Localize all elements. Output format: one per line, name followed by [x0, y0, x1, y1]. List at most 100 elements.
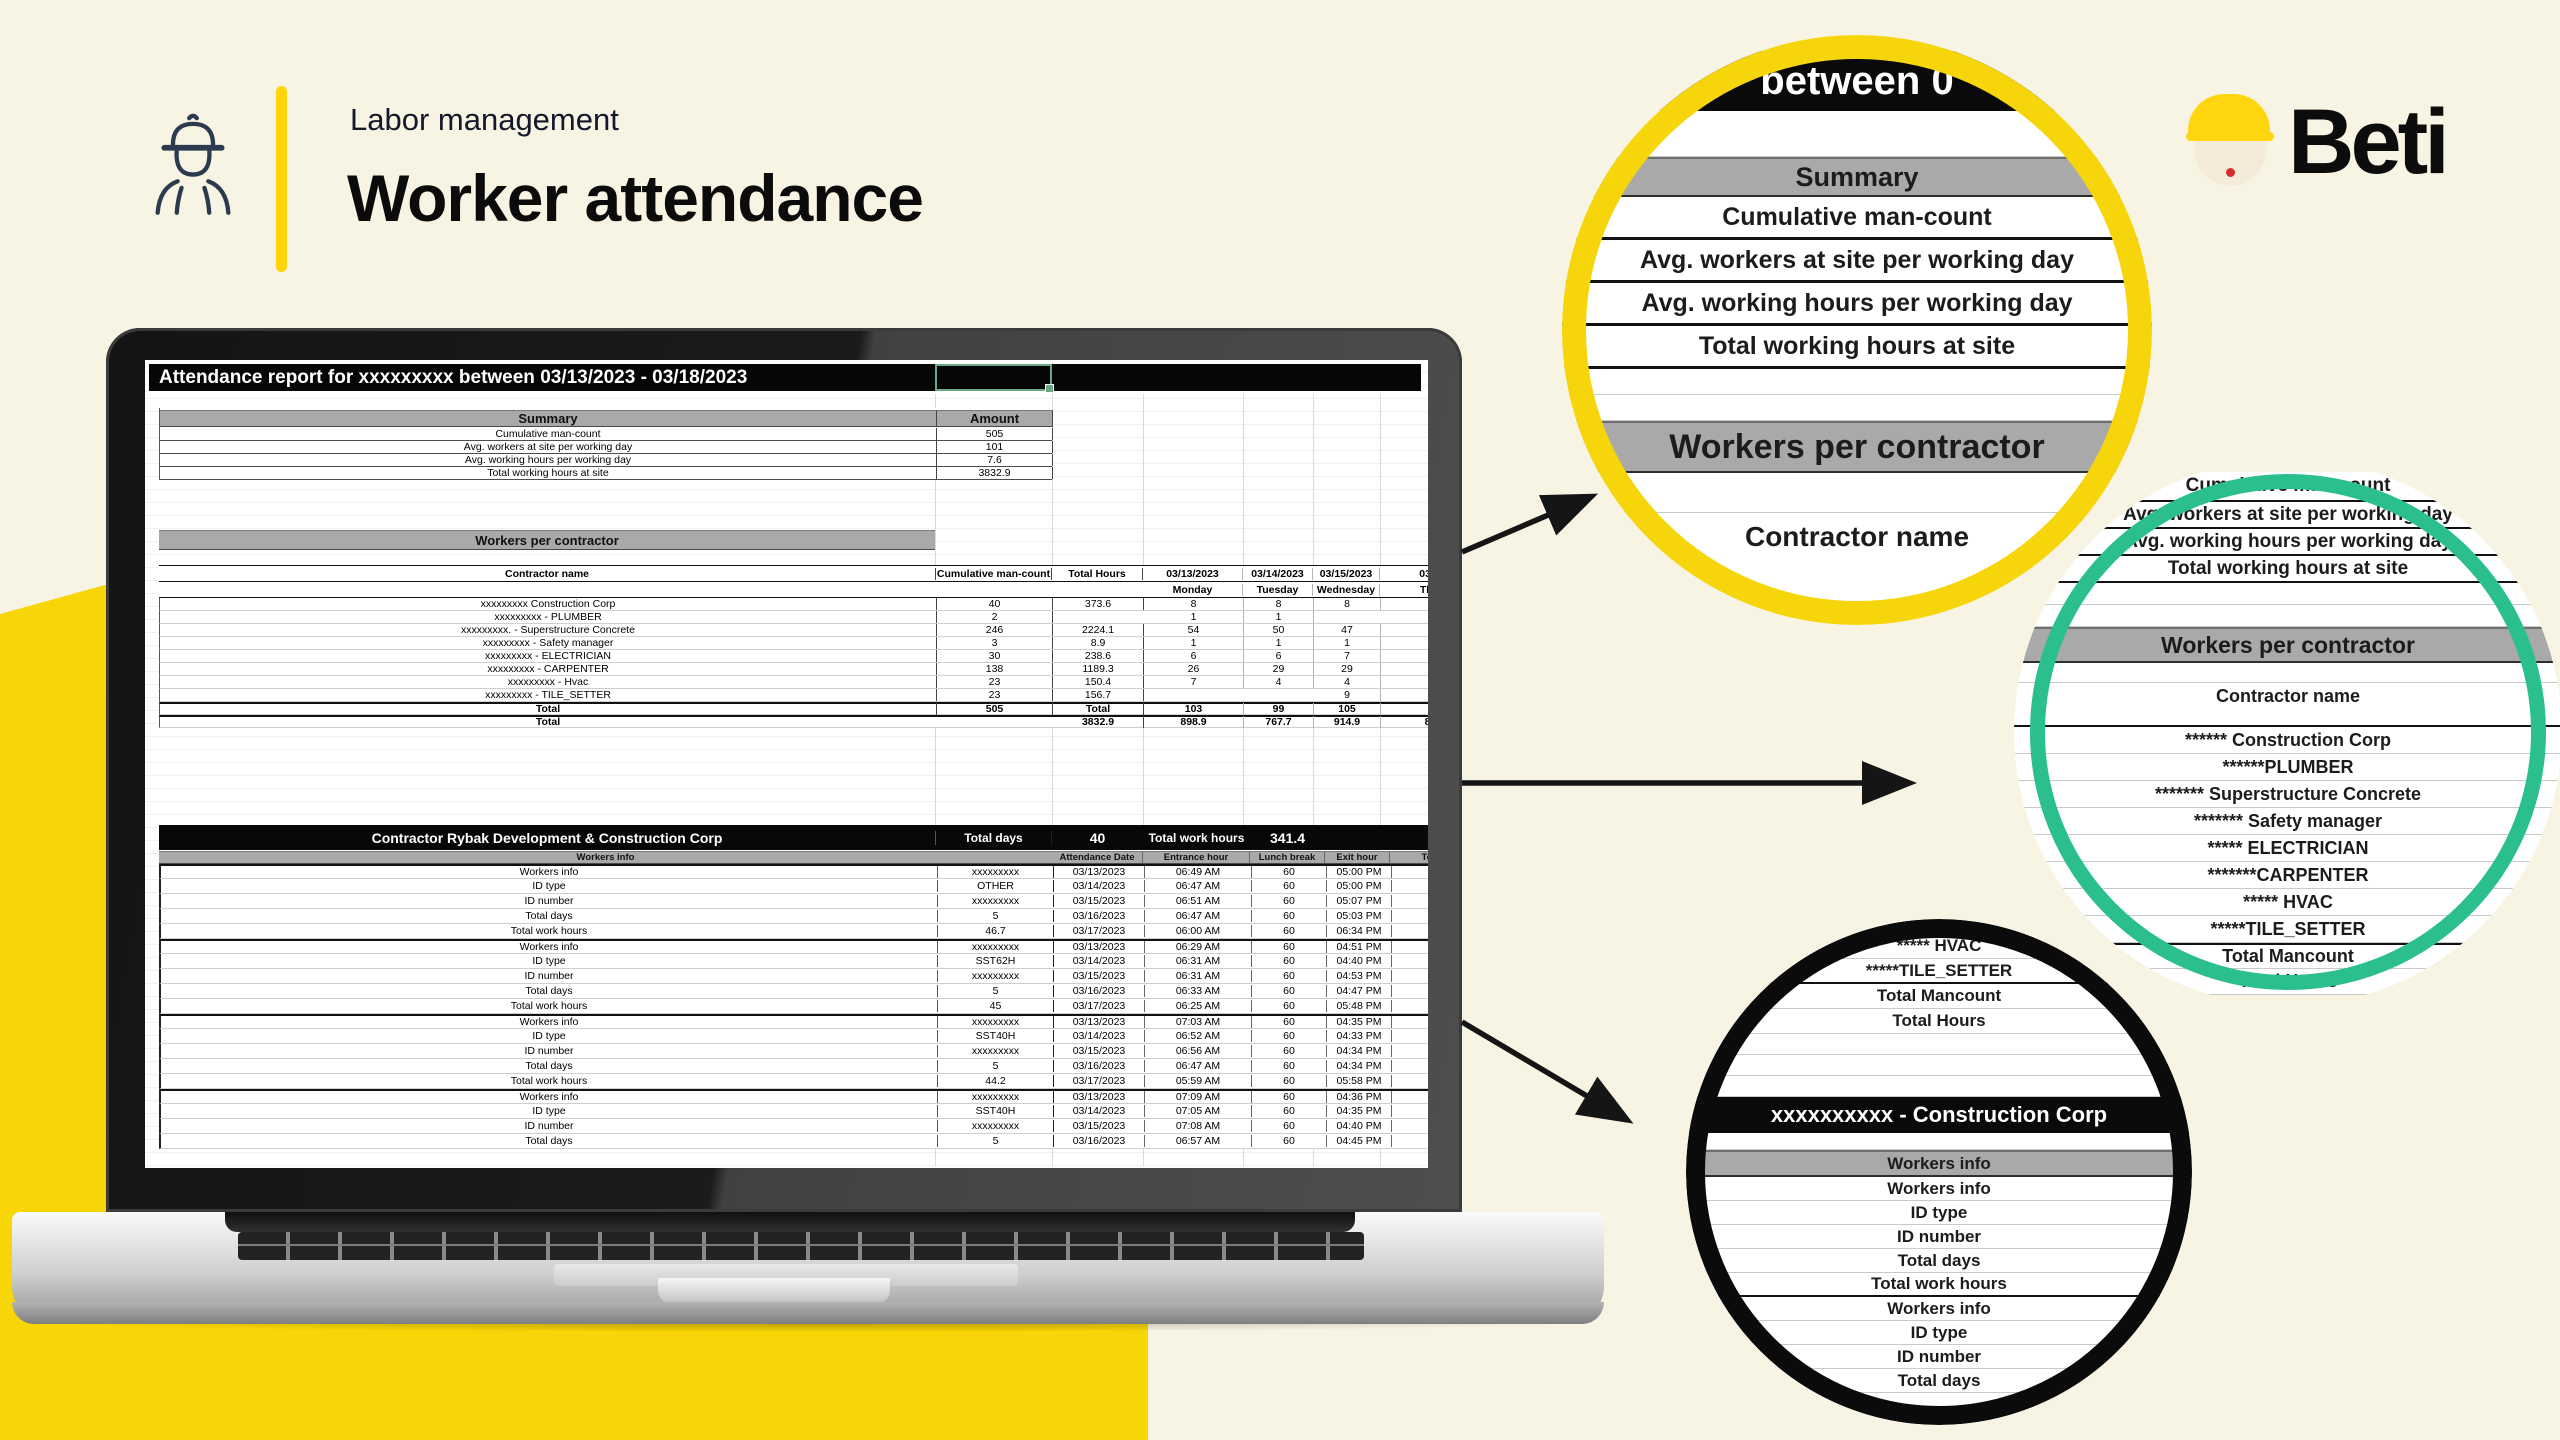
- attendance-date: 03/13/2023: [1054, 941, 1145, 953]
- blank-row: [1686, 1133, 2192, 1150]
- entrance-hour: 07:09 AM: [1145, 1091, 1252, 1103]
- exit-hour: 04:53 PM: [1327, 970, 1392, 982]
- exit-hour: 04:40 PM: [1327, 1120, 1392, 1132]
- exit-hour: 04:35 PM: [1327, 1105, 1392, 1117]
- day-total: 767.7: [1244, 716, 1314, 728]
- worker-row: Workers info xxxxxxxxx 03/13/2023 06:29 AM 6…: [159, 939, 1428, 954]
- detail-contractor-bar: xxxxxxxxxx - Construction Corp: [1686, 1097, 2192, 1133]
- hours: 8.9: [1053, 637, 1144, 649]
- workers-info-header: Workers info: [1686, 1150, 2192, 1177]
- day-value: 54: [1144, 624, 1244, 636]
- day-value: 6: [1144, 650, 1244, 662]
- contractor-name: xxxxxxxxx - PLUMBER: [494, 611, 602, 623]
- field-value: 45: [937, 1000, 1054, 1012]
- field-value: xxxxxxxxx: [937, 1091, 1054, 1103]
- face-mouth-dot: [2226, 168, 2235, 177]
- blank-row: [1562, 369, 2152, 395]
- field-label: ID type: [532, 880, 566, 892]
- field-value: 44.2: [937, 1075, 1054, 1087]
- mancount: 30: [936, 650, 1053, 662]
- worker-row: ID number xxxxxxxxx 03/15/2023 06:31 AM 60 04…: [159, 969, 1428, 984]
- lunch-break: 60: [1252, 1091, 1327, 1103]
- contractor-name: xxxxxxxxx - Hvac: [507, 676, 589, 688]
- exit-hour: 04:34 PM: [1327, 1045, 1392, 1057]
- header-divider: [276, 86, 287, 272]
- day-value: 26: [1144, 663, 1244, 675]
- attendance-date: 03/16/2023: [1054, 910, 1145, 922]
- worker-row: ID number xxxxxxxxx 03/15/2023 06:56 AM 60 04…: [159, 1044, 1428, 1059]
- contractor-row: xxxxxxxxx. - Superstructure Concrete 246 2…: [159, 624, 1428, 637]
- field-value: xxxxxxxxx: [937, 1045, 1054, 1057]
- col-attendance-date: Attendance Date: [1052, 850, 1143, 864]
- lunch-break: 60: [1252, 880, 1327, 892]
- worker-row: Total work hours 46.7 03/17/2023 06:00 AM 60…: [159, 924, 1428, 939]
- contractor-row: xxxxxxxxx - CARPENTER 138 1189.3 26 29 29: [159, 663, 1428, 676]
- contractor-name: xxxxxxxxx - Safety manager: [482, 637, 614, 649]
- contractor-name: ***** ELECTRICIAN: [2014, 835, 2560, 862]
- exit-hour: 06:34 PM: [1327, 925, 1392, 937]
- contractor-name: ****** Construction Corp: [2014, 727, 2560, 754]
- detail-contractor-name: Contractor Rybak Development & Construct…: [371, 829, 723, 846]
- blank-row: [1562, 395, 2152, 421]
- attendance-date: 03/17/2023: [1054, 1075, 1145, 1087]
- blank-row: [1686, 1034, 2192, 1055]
- day-total: 105: [1314, 703, 1381, 715]
- day-value: 7: [1144, 676, 1244, 688]
- lunch-break: 60: [1252, 970, 1327, 982]
- contractor-row: xxxxxxxxx - Hvac 23 150.4 7 4 4: [159, 676, 1428, 689]
- summary-row: Avg. workers at site per working day 101: [160, 441, 1053, 454]
- col-workers-info: Workers info: [159, 850, 1052, 864]
- day-total: 103: [1144, 703, 1244, 715]
- day-value: 1: [1244, 637, 1314, 649]
- total-label: Total: [535, 703, 561, 715]
- contractor-row: xxxxxxxxx Construction Corp 40 373.6 8 8 8: [159, 598, 1428, 611]
- summary-label: Cumulative man-count: [1562, 197, 2152, 240]
- day-total: 1: [1381, 703, 1429, 715]
- summary-label: Avg. workers at site per working day: [1562, 240, 2152, 283]
- contractor-name: xxxxxxxxx Construction Corp: [480, 598, 616, 610]
- blank-row: [1562, 111, 2152, 157]
- attendance-date: 03/17/2023: [1054, 925, 1145, 937]
- day-value: 4: [1314, 676, 1381, 688]
- blank-row: [2014, 583, 2560, 605]
- field-label: ID number: [524, 1120, 574, 1132]
- field-label: Workers info: [1686, 1297, 2192, 1321]
- summary-value: 7.6: [936, 454, 1053, 466]
- summary-value: 3832.9: [936, 467, 1053, 479]
- entrance-hour: 06:47 AM: [1145, 910, 1252, 922]
- lunch-break: 60: [1252, 866, 1327, 878]
- contractor-name: ******* Safety manager: [2014, 808, 2560, 835]
- attendance-date: 03/14/2023: [1054, 880, 1145, 892]
- entrance-hour: 07:08 AM: [1145, 1120, 1252, 1132]
- field-label: Total work hours: [510, 1000, 588, 1012]
- field-label: ID type: [532, 1030, 566, 1042]
- hours: 156.7: [1053, 689, 1144, 701]
- day-name: Thu: [1419, 583, 1428, 596]
- field-label: Total days: [1686, 1249, 2192, 1273]
- total-hours: 3832.9: [1053, 716, 1144, 728]
- page-title: Worker attendance: [347, 161, 924, 235]
- day-value: 8: [1244, 598, 1314, 610]
- contractor-row: xxxxxxxxx - Safety manager 3 8.9 1 1 1: [159, 637, 1428, 650]
- field-value: xxxxxxxxx: [937, 1120, 1054, 1132]
- col-contractor-name: Contractor name: [504, 567, 589, 580]
- attendance-date: 03/15/2023: [1054, 1045, 1145, 1057]
- mancount: 138: [936, 663, 1053, 675]
- spreadsheet-screen: Attendance report for xxxxxxxxx between …: [145, 360, 1428, 1168]
- exit-hour: 05:00 PM: [1327, 866, 1392, 878]
- summary-header: Summary: [160, 409, 936, 427]
- mancount: 23: [936, 676, 1053, 688]
- hours: 150.4: [1053, 676, 1144, 688]
- field-label: Workers info: [519, 941, 579, 953]
- attendance-date: 03/15/2023: [1054, 1120, 1145, 1132]
- col-date-1: 03/13/2023: [1143, 567, 1243, 580]
- day-value: 1: [1244, 611, 1314, 623]
- lunch-break: 60: [1252, 1000, 1327, 1012]
- contractor-zoom-content: Cumulative man-count Avg. workers at sit…: [2014, 472, 2560, 995]
- field-label: Total days: [525, 1060, 573, 1072]
- day-value: 29: [1244, 663, 1314, 675]
- report-title-bar: Attendance report for xxxxxxxxx between …: [149, 364, 1421, 391]
- exit-hour: 05:00 PM: [1327, 880, 1392, 892]
- field-value: 5: [937, 1135, 1054, 1147]
- summary-label: Avg. working hours per working day: [1562, 283, 2152, 326]
